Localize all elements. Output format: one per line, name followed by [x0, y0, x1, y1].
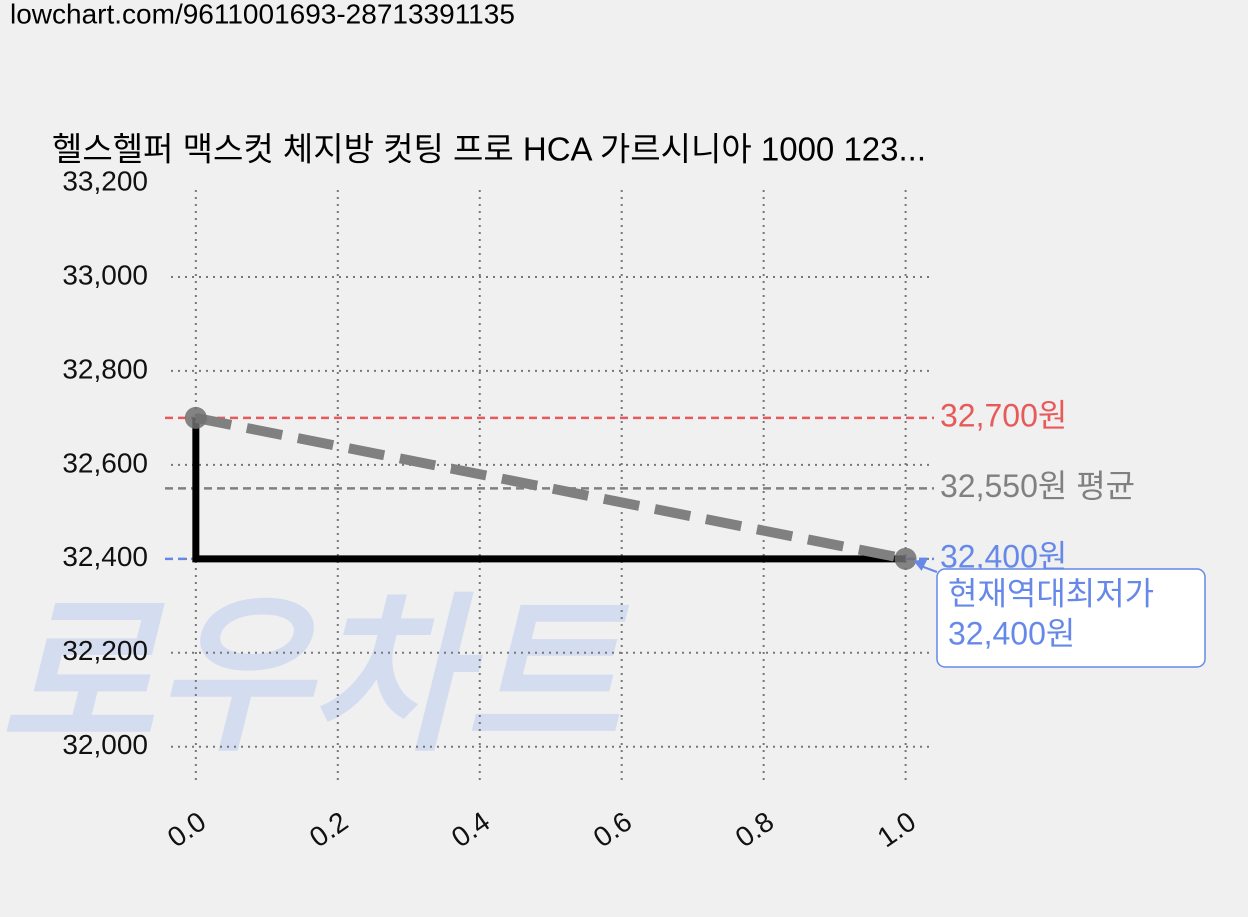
annotation-text: 32,400원: [948, 615, 1075, 651]
watermark: 로우차트: [0, 582, 630, 772]
chart-title: 헬스헬퍼 맥스컷 체지방 컷팅 프로 HCA 가르시니아 1000 123...: [52, 131, 926, 168]
price-line: [192, 417, 906, 563]
point: [184, 406, 207, 429]
url: lowchart.com/9611001693-28713391135: [10, 0, 515, 29]
reference-label: 32,700원: [940, 397, 1067, 433]
x-tick-label: 0.4: [446, 806, 496, 854]
x-tick-label: 0.2: [304, 806, 354, 854]
trend-line: [194, 412, 907, 564]
x-tick-label: 1.0: [872, 806, 922, 854]
x-tick-label: 0.6: [588, 806, 638, 854]
annotation-arrowhead: [913, 558, 928, 571]
y-tick-label: 33,200: [62, 165, 148, 196]
y-tick-label: 32,600: [62, 447, 148, 478]
y-tick-label: 33,000: [62, 259, 148, 290]
annotation: 현재역대최저가 32,400원: [913, 558, 1206, 668]
point: [894, 547, 917, 570]
x-tick-label: 0.0: [162, 806, 212, 854]
annotation-text: 현재역대최저가: [948, 575, 1154, 611]
y-tick-label: 32,800: [62, 353, 148, 384]
annotation-box: [936, 568, 1206, 668]
y-tick-label: 32,200: [62, 635, 148, 666]
y-tick-label: 32,000: [62, 729, 148, 760]
reference-label: 32,550원 평균: [940, 468, 1135, 504]
y-tick-label: 32,400: [62, 541, 148, 572]
x-tick-label: 0.8: [730, 806, 780, 854]
